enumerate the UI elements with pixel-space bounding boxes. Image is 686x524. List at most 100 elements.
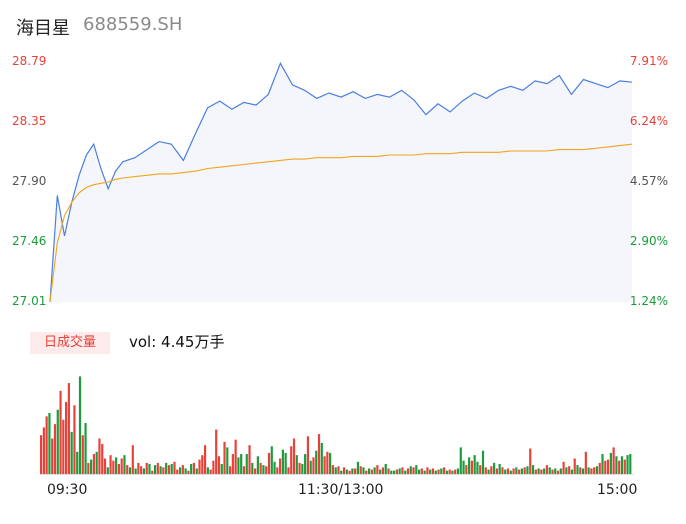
volume-bar: [584, 451, 587, 474]
volume-bar: [534, 469, 537, 474]
volume-bar: [493, 462, 496, 474]
volume-bar: [326, 451, 329, 474]
volume-bar: [259, 462, 262, 474]
volume-bar: [173, 461, 176, 474]
volume-bar: [281, 449, 284, 474]
volume-bar: [537, 468, 540, 474]
volume-bar: [309, 460, 312, 474]
volume-bar: [65, 401, 68, 474]
volume-bar: [468, 457, 471, 474]
volume-bar: [56, 409, 59, 474]
volume-bar: [51, 438, 54, 474]
price-tick-label: 27.90: [12, 174, 47, 188]
volume-bar: [131, 445, 134, 474]
volume-bar: [67, 383, 70, 474]
volume-bar: [170, 464, 173, 474]
volume-bar: [548, 467, 551, 474]
volume-bar: [356, 461, 360, 474]
volume-bar: [465, 465, 468, 474]
volume-bar: [501, 467, 504, 474]
volume-bar: [593, 467, 596, 474]
volume-bar: [78, 376, 82, 474]
volume-bar: [345, 469, 348, 474]
volume-bar: [295, 455, 298, 474]
volume-bar: [504, 469, 507, 474]
volume-bar: [562, 461, 565, 474]
volume-bar: [348, 470, 351, 474]
volume-bar: [115, 457, 118, 474]
volume-badge[interactable]: 日成交量: [30, 332, 110, 354]
volume-bar: [440, 468, 443, 474]
volume-bar: [329, 452, 332, 474]
volume-bar: [215, 429, 218, 474]
volume-bar: [128, 467, 132, 474]
volume-bar: [473, 455, 476, 474]
volume-bar: [606, 459, 610, 474]
volume-bar: [590, 468, 593, 474]
price-tick-label: 28.79: [12, 54, 47, 68]
price-line: [49, 61, 633, 303]
volume-bar: [262, 465, 265, 474]
volume-bar: [384, 464, 387, 474]
time-tick-label: 11:30/13:00: [298, 482, 384, 498]
volume-bar: [434, 470, 437, 474]
volume-bar: [234, 439, 237, 474]
volume-bar: [109, 455, 112, 474]
volume-bar: [415, 465, 418, 474]
volume-bar: [417, 469, 421, 474]
volume-bar: [615, 456, 618, 474]
volume-bar: [481, 450, 485, 474]
volume-bar: [587, 467, 590, 474]
volume-bar: [229, 466, 232, 474]
volume-bar: [365, 470, 368, 474]
volume-bar: [387, 468, 390, 474]
volume-bar: [240, 454, 243, 474]
volume-bar: [148, 464, 151, 474]
volume-bar: [362, 467, 365, 474]
percent-tick-label: 4.57%: [629, 174, 668, 188]
stock-code: 688559.SH: [83, 14, 183, 35]
price-tick-label: 27.46: [12, 234, 47, 248]
volume-bar: [604, 460, 607, 474]
volume-bar: [506, 468, 510, 474]
volume-bar: [92, 454, 95, 474]
volume-bar: [354, 468, 357, 474]
volume-bar: [401, 467, 404, 474]
volume-bar: [526, 466, 529, 474]
volume-bar: [370, 469, 373, 474]
volume-bar: [398, 468, 401, 474]
volume-bar: [298, 462, 301, 474]
volume-bar: [167, 465, 171, 474]
volume-bar: [292, 438, 296, 474]
volume-bar: [231, 454, 234, 474]
volume-bar: [137, 462, 140, 474]
volume-bar: [379, 469, 382, 474]
volume-bar: [523, 467, 526, 474]
volume-bar: [565, 467, 568, 474]
volume-bar: [140, 466, 143, 474]
volume-bar: [40, 435, 43, 474]
volume-bar: [306, 436, 309, 474]
percent-tick-label: 2.90%: [629, 234, 668, 248]
volume-bar: [395, 469, 398, 474]
volume-bar: [429, 469, 432, 474]
volume-bar: [134, 468, 137, 474]
volume-bar: [317, 434, 321, 474]
volume-bar: [448, 469, 451, 474]
volume-bar: [351, 468, 354, 474]
volume-bar: [90, 459, 93, 474]
volume-bars: [40, 376, 634, 475]
volume-bar: [103, 458, 107, 474]
percent-tick-label: 6.24%: [629, 114, 668, 128]
volume-bar: [331, 465, 335, 474]
volume-bar: [570, 469, 574, 474]
volume-bar: [287, 467, 290, 474]
volume-bar: [304, 454, 307, 474]
volume-bar: [451, 470, 454, 474]
volume-bar: [520, 468, 524, 474]
volume-bar: [176, 469, 179, 474]
volume-bar: [367, 468, 371, 474]
volume-bar: [73, 405, 76, 474]
volume-bar: [165, 462, 168, 474]
volume-bar: [373, 467, 376, 474]
